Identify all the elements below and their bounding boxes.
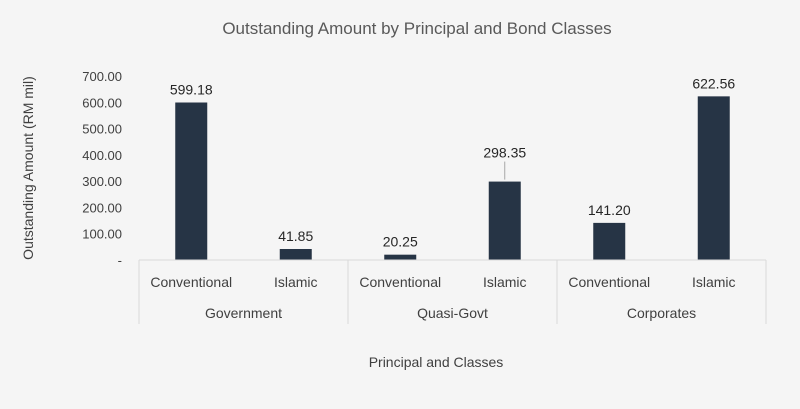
group-label: Corporates xyxy=(627,305,696,321)
bar xyxy=(279,248,312,260)
bars xyxy=(175,96,730,261)
y-tick-label: 400.00 xyxy=(82,148,122,163)
x-axis-label: Principal and Classes xyxy=(369,354,504,370)
data-labels: 599.18 41.85 20.25 298.35 141.20 622.56 xyxy=(170,75,736,249)
chart-title: Outstanding Amount by Principal and Bond… xyxy=(222,19,611,38)
y-axis-label: Outstanding Amount (RM mil) xyxy=(20,76,36,260)
bar xyxy=(175,102,208,261)
group-label: Quasi-Govt xyxy=(417,305,488,321)
group-label: Government xyxy=(205,305,282,321)
x-tick-label: Conventional xyxy=(150,274,232,290)
bar xyxy=(593,222,626,260)
y-tick-label: - xyxy=(118,253,122,268)
x-tick-label: Conventional xyxy=(359,274,441,290)
x-axis: Conventional Islamic Conventional Islamic Co… xyxy=(138,259,767,324)
bar xyxy=(384,254,417,260)
x-tick-label: Islamic xyxy=(483,274,527,290)
data-label: 298.35 xyxy=(483,145,526,161)
bar xyxy=(488,181,521,260)
y-axis: - 100.00 200.00 300.00 400.00 500.00 600.00 700… xyxy=(82,69,122,268)
y-tick-label: 300.00 xyxy=(82,174,122,189)
x-tick-label: Islamic xyxy=(274,274,318,290)
x-tick-label: Islamic xyxy=(692,274,736,290)
y-tick-label: 200.00 xyxy=(82,200,122,215)
y-tick-label: 700.00 xyxy=(82,69,122,84)
y-tick-label: 100.00 xyxy=(82,227,122,242)
data-label: 41.85 xyxy=(278,228,313,244)
bar xyxy=(697,96,730,261)
x-tick-label: Conventional xyxy=(568,274,650,290)
data-label: 141.20 xyxy=(588,202,631,218)
data-label: 20.25 xyxy=(383,234,418,250)
y-tick-label: 500.00 xyxy=(82,122,122,137)
y-tick-label: 600.00 xyxy=(82,95,122,110)
data-label: 599.18 xyxy=(170,82,213,98)
data-label: 622.56 xyxy=(692,75,735,91)
